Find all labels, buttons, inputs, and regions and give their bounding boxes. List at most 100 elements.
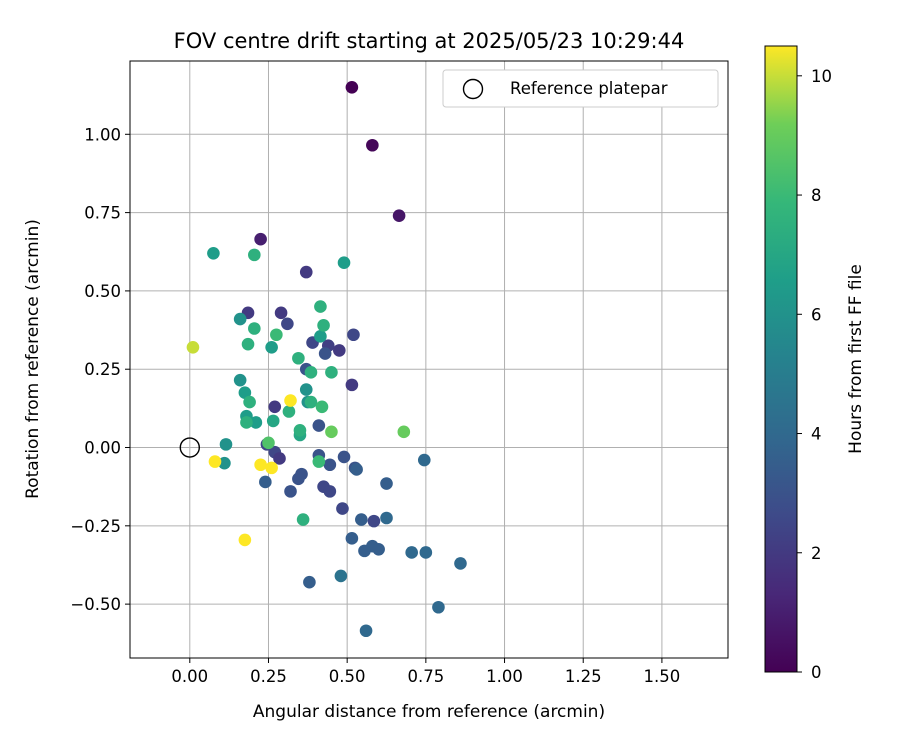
data-point	[299, 383, 313, 396]
data-point	[337, 256, 351, 270]
data-point	[372, 543, 385, 556]
data-point	[248, 248, 261, 262]
data-point	[270, 328, 283, 342]
data-point	[350, 463, 363, 476]
data-point	[345, 378, 359, 392]
data-point	[392, 209, 406, 223]
y-tick-label: 0.75	[84, 204, 121, 223]
data-point	[345, 532, 359, 545]
data-point	[265, 461, 278, 475]
data-point	[262, 436, 275, 450]
data-point	[208, 455, 222, 468]
x-axis-ticks: 0.00 0.25 0.50 0.75 1.00 1.25 1.50	[171, 658, 680, 686]
x-tick-label: 1.50	[644, 667, 681, 686]
data-point	[318, 347, 332, 360]
data-point	[323, 458, 337, 472]
data-point	[380, 477, 393, 490]
legend-marker	[462, 78, 484, 100]
data-point	[317, 319, 330, 332]
y-tick-label: 0.25	[84, 360, 121, 379]
y-tick-label: 0.50	[84, 282, 121, 301]
data-point	[274, 306, 288, 320]
colorbar-tick-label: 6	[811, 305, 822, 324]
x-tick-label: 0.50	[329, 667, 366, 686]
legend-label: Reference platepar	[510, 79, 668, 98]
data-point	[207, 247, 220, 260]
data-point	[419, 546, 433, 559]
legend-box	[442, 69, 719, 108]
data-point	[254, 458, 267, 472]
data-point	[292, 351, 305, 365]
data-point	[432, 600, 445, 614]
colorbar-label: Hours from first FF file	[846, 264, 866, 454]
data-point	[240, 416, 253, 429]
data-point	[248, 322, 261, 335]
chart-title: FOV centre drift starting at 2025/05/23 …	[174, 29, 685, 53]
y-tick-label: −0.50	[70, 595, 121, 614]
data-point	[254, 232, 267, 246]
x-axis-label: Angular distance from reference (arcmin)	[253, 702, 605, 722]
data-point	[304, 366, 318, 379]
data-point	[238, 533, 252, 547]
data-point	[299, 265, 313, 279]
data-point	[219, 438, 233, 451]
data-point	[303, 575, 316, 589]
data-point	[293, 423, 307, 437]
data-point	[281, 317, 294, 331]
data-point	[358, 544, 371, 558]
y-axis-label: Rotation from reference (arcmin)	[23, 219, 43, 499]
x-tick-label: 0.00	[171, 667, 208, 686]
data-point	[304, 395, 318, 409]
data-point	[312, 419, 326, 432]
data-point	[243, 395, 256, 409]
data-point	[284, 394, 297, 407]
data-point	[266, 414, 280, 428]
colorbar-tick-label: 0	[811, 663, 822, 682]
data-point	[265, 340, 278, 354]
plot-frame	[129, 60, 729, 659]
data-point	[233, 373, 247, 387]
data-point	[233, 312, 247, 326]
data-point	[296, 513, 310, 526]
colorbar-gradient	[764, 45, 798, 673]
data-point	[336, 502, 349, 515]
colorbar: 0 2 4 6 8 10 Hours from first FF file	[764, 45, 866, 682]
data-point	[273, 452, 286, 465]
reference-point-marker	[179, 437, 201, 458]
plot-background	[130, 61, 728, 658]
data-point	[186, 340, 200, 354]
data-point	[345, 81, 359, 94]
colorbar-tick-label: 8	[811, 186, 822, 205]
grid-lines	[130, 61, 728, 658]
data-point	[238, 386, 252, 400]
x-tick-label: 0.75	[407, 667, 444, 686]
data-point	[355, 513, 368, 526]
data-point	[314, 300, 327, 313]
data-point	[241, 337, 255, 351]
data-point	[359, 624, 373, 638]
data-point	[454, 557, 467, 570]
data-point	[334, 569, 348, 583]
data-point	[323, 485, 337, 498]
colorbar-ticks: 0 2 4 6 8 10	[797, 67, 832, 682]
data-point	[268, 400, 282, 414]
data-point	[325, 366, 338, 379]
data-point	[314, 330, 327, 343]
data-point	[367, 514, 381, 528]
colorbar-tick-label: 4	[811, 425, 822, 444]
y-tick-label: −0.25	[70, 517, 121, 536]
data-point	[292, 472, 305, 486]
data-point	[397, 425, 411, 439]
data-point	[315, 400, 329, 414]
data-point	[249, 416, 263, 429]
y-axis-ticks: −0.50 −0.25 0.00 0.25 0.50 0.75 1.00	[70, 125, 130, 614]
data-point	[380, 511, 393, 525]
data-point	[347, 328, 360, 342]
x-tick-label: 0.25	[250, 667, 287, 686]
colorbar-tick-label: 10	[811, 67, 832, 86]
data-point	[333, 344, 346, 357]
data-point	[366, 138, 379, 152]
data-point	[284, 485, 297, 498]
data-point	[337, 450, 351, 464]
